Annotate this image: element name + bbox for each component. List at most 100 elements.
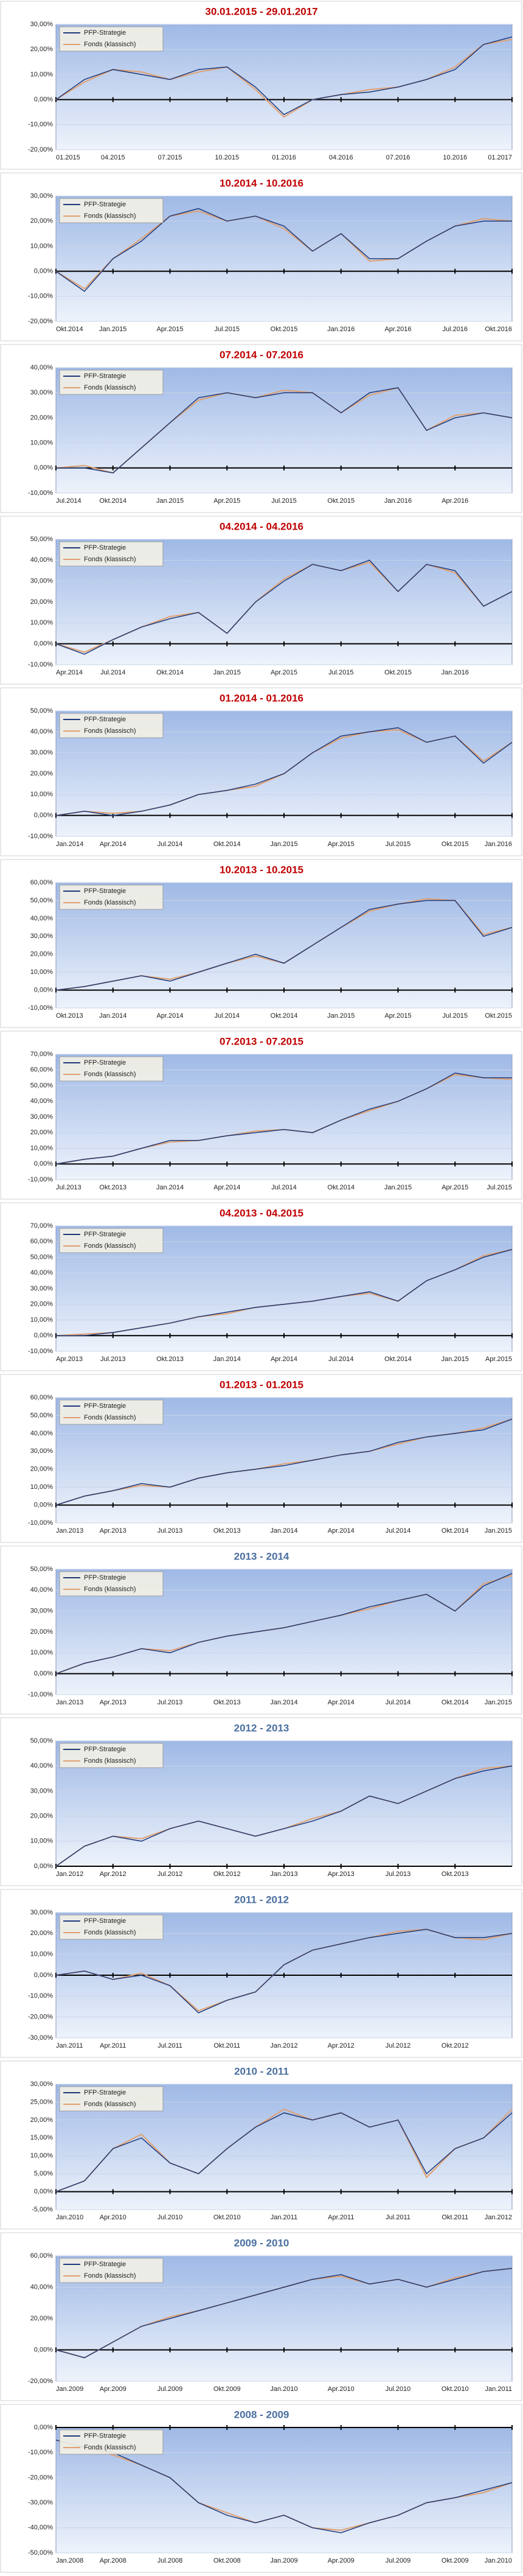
x-tick-label: Apr.2011 [100, 2042, 126, 2049]
y-tick-label: 10,00% [30, 1316, 54, 1323]
x-tick-label: Jan.2011 [271, 2214, 297, 2221]
y-tick-label: 0,00% [34, 986, 53, 993]
y-tick-label: -30,00% [28, 2034, 53, 2042]
legend [59, 26, 164, 52]
legend-label: Fonds (klassisch) [84, 2101, 136, 2108]
chart-title: 07.2013 - 07.2015 [220, 1035, 303, 1047]
x-tick-label: Okt.2009 [213, 2385, 241, 2393]
x-tick-label: Okt.2013 [99, 1184, 126, 1191]
x-tick-label: Okt.2012 [213, 1871, 241, 1878]
x-tick-label: Okt.2013 [156, 1356, 184, 1363]
y-tick-label: 25,00% [30, 2098, 54, 2105]
x-tick-label: Jul.2014 [386, 1527, 411, 1535]
x-tick-label: Okt.2012 [442, 2042, 469, 2049]
series-line [55, 1765, 513, 1867]
y-tick-label: 10,00% [30, 619, 54, 626]
legend-label: Fonds (klassisch) [84, 1757, 136, 1765]
x-tick-label: Apr.2015 [213, 497, 240, 505]
x-tick-label: 04.2016 [329, 154, 353, 161]
x-tick-label: Jul.2014 [214, 1012, 240, 1020]
y-tick-label: 20,00% [30, 1930, 54, 1937]
x-tick-label: 10.2016 [443, 154, 467, 161]
x-tick-label: Jul.2011 [158, 2042, 182, 2049]
y-tick-label: 10,00% [30, 2152, 54, 2160]
x-tick-label: Jul.2013 [158, 1699, 183, 1706]
y-tick-label: 30,00% [30, 1787, 54, 1794]
x-tick-label: 01.2015 [56, 154, 80, 161]
y-tick-label: 50,00% [30, 897, 54, 904]
x-tick-label: 04.2015 [101, 154, 125, 161]
y-tick-label: 50,00% [30, 1566, 54, 1573]
x-tick-label: Jan.2012 [270, 2042, 297, 2049]
x-tick-label: Jan.2014 [213, 1356, 241, 1363]
series-line [55, 2109, 513, 2193]
x-tick-label: Apr.2013 [56, 1356, 83, 1363]
x-tick-label: Jan.2013 [56, 1699, 83, 1706]
y-tick-label: -10,00% [28, 1176, 53, 1183]
x-tick-label: Jan.2012 [485, 2214, 512, 2221]
y-tick-label: 50,00% [30, 536, 54, 543]
x-tick-label: Okt.2015 [327, 497, 355, 505]
chart-title: 30.01.2015 - 29.01.2017 [205, 5, 317, 17]
legend-label: PFP-Strategie [84, 1746, 126, 1753]
y-tick-label: 30,00% [30, 933, 54, 940]
x-tick-label: Apr.2012 [328, 2042, 355, 2049]
y-tick-label: -40,00% [28, 2524, 53, 2532]
x-tick-label: Apr.2015 [384, 1012, 411, 1020]
legend-label: Fonds (klassisch) [84, 41, 136, 48]
legend-label: Fonds (klassisch) [84, 1242, 136, 1250]
y-tick-label: 10,00% [30, 242, 54, 250]
x-tick-label: Apr.2013 [328, 1871, 355, 1878]
x-tick-label: Jan.2016 [327, 326, 355, 333]
x-tick-label: Jul.2014 [100, 669, 126, 676]
y-tick-label: 20,00% [30, 1466, 54, 1473]
y-tick-label: 0,00% [34, 268, 53, 275]
y-tick-label: 10,00% [30, 1144, 54, 1152]
x-tick-label: Okt.2010 [213, 2214, 241, 2221]
series-line [55, 208, 512, 292]
y-tick-label: 0,00% [34, 1863, 53, 1870]
y-tick-label: 5,00% [34, 2170, 53, 2177]
x-tick-label: Jul.2009 [158, 2385, 183, 2393]
x-tick-label: Jul.2015 [386, 841, 411, 848]
y-tick-label: 50,00% [30, 1737, 54, 1745]
series-line [55, 900, 513, 991]
x-tick-label: Jul.2015 [442, 1012, 468, 1020]
x-tick-label: Okt.2009 [442, 2557, 469, 2564]
legend [59, 1743, 164, 1768]
x-tick-label: 01.2017 [488, 154, 512, 161]
x-tick-label: Jan.2009 [56, 2385, 83, 2393]
legend-label: PFP-Strategie [84, 373, 126, 380]
y-tick-label: -10,00% [28, 2449, 53, 2456]
y-tick-label: 40,00% [30, 728, 54, 735]
series-line [55, 559, 513, 655]
y-tick-label: 60,00% [30, 1066, 54, 1074]
y-tick-label: 20,00% [30, 951, 54, 958]
x-tick-label: Jan.2013 [56, 1527, 83, 1535]
x-tick-label: Apr.2013 [100, 1527, 126, 1535]
series-line [55, 2267, 513, 2359]
y-tick-label: 30,00% [30, 1285, 54, 1292]
legend [59, 1914, 164, 1940]
y-tick-label: -20,00% [28, 2474, 53, 2481]
x-tick-label: Jan.2015 [270, 841, 297, 848]
series-line [55, 1573, 513, 1675]
x-tick-label: Jul.2010 [386, 2385, 411, 2393]
x-tick-label: Okt.2014 [99, 497, 126, 505]
legend [59, 2429, 164, 2455]
y-tick-label: -20,00% [28, 2014, 53, 2021]
x-tick-label: Okt.2015 [271, 326, 298, 333]
legend-label: Fonds (klassisch) [84, 1929, 136, 1936]
x-tick-label: Jul.2015 [328, 669, 354, 676]
y-tick-label: 30,00% [30, 389, 54, 396]
x-tick-label: Okt.2013 [213, 1699, 241, 1706]
y-tick-label: 20,00% [30, 1301, 54, 1308]
y-tick-label: 0,00% [34, 1972, 53, 1979]
x-tick-label: Apr.2009 [328, 2557, 355, 2564]
x-tick-label: Okt.2016 [485, 326, 512, 333]
chart-title: 10.2013 - 10.2015 [220, 864, 303, 875]
x-tick-label: Jan.2014 [270, 1699, 297, 1706]
y-tick-label: 0,00% [34, 1160, 53, 1167]
y-tick-label: 30,00% [30, 1608, 54, 1615]
